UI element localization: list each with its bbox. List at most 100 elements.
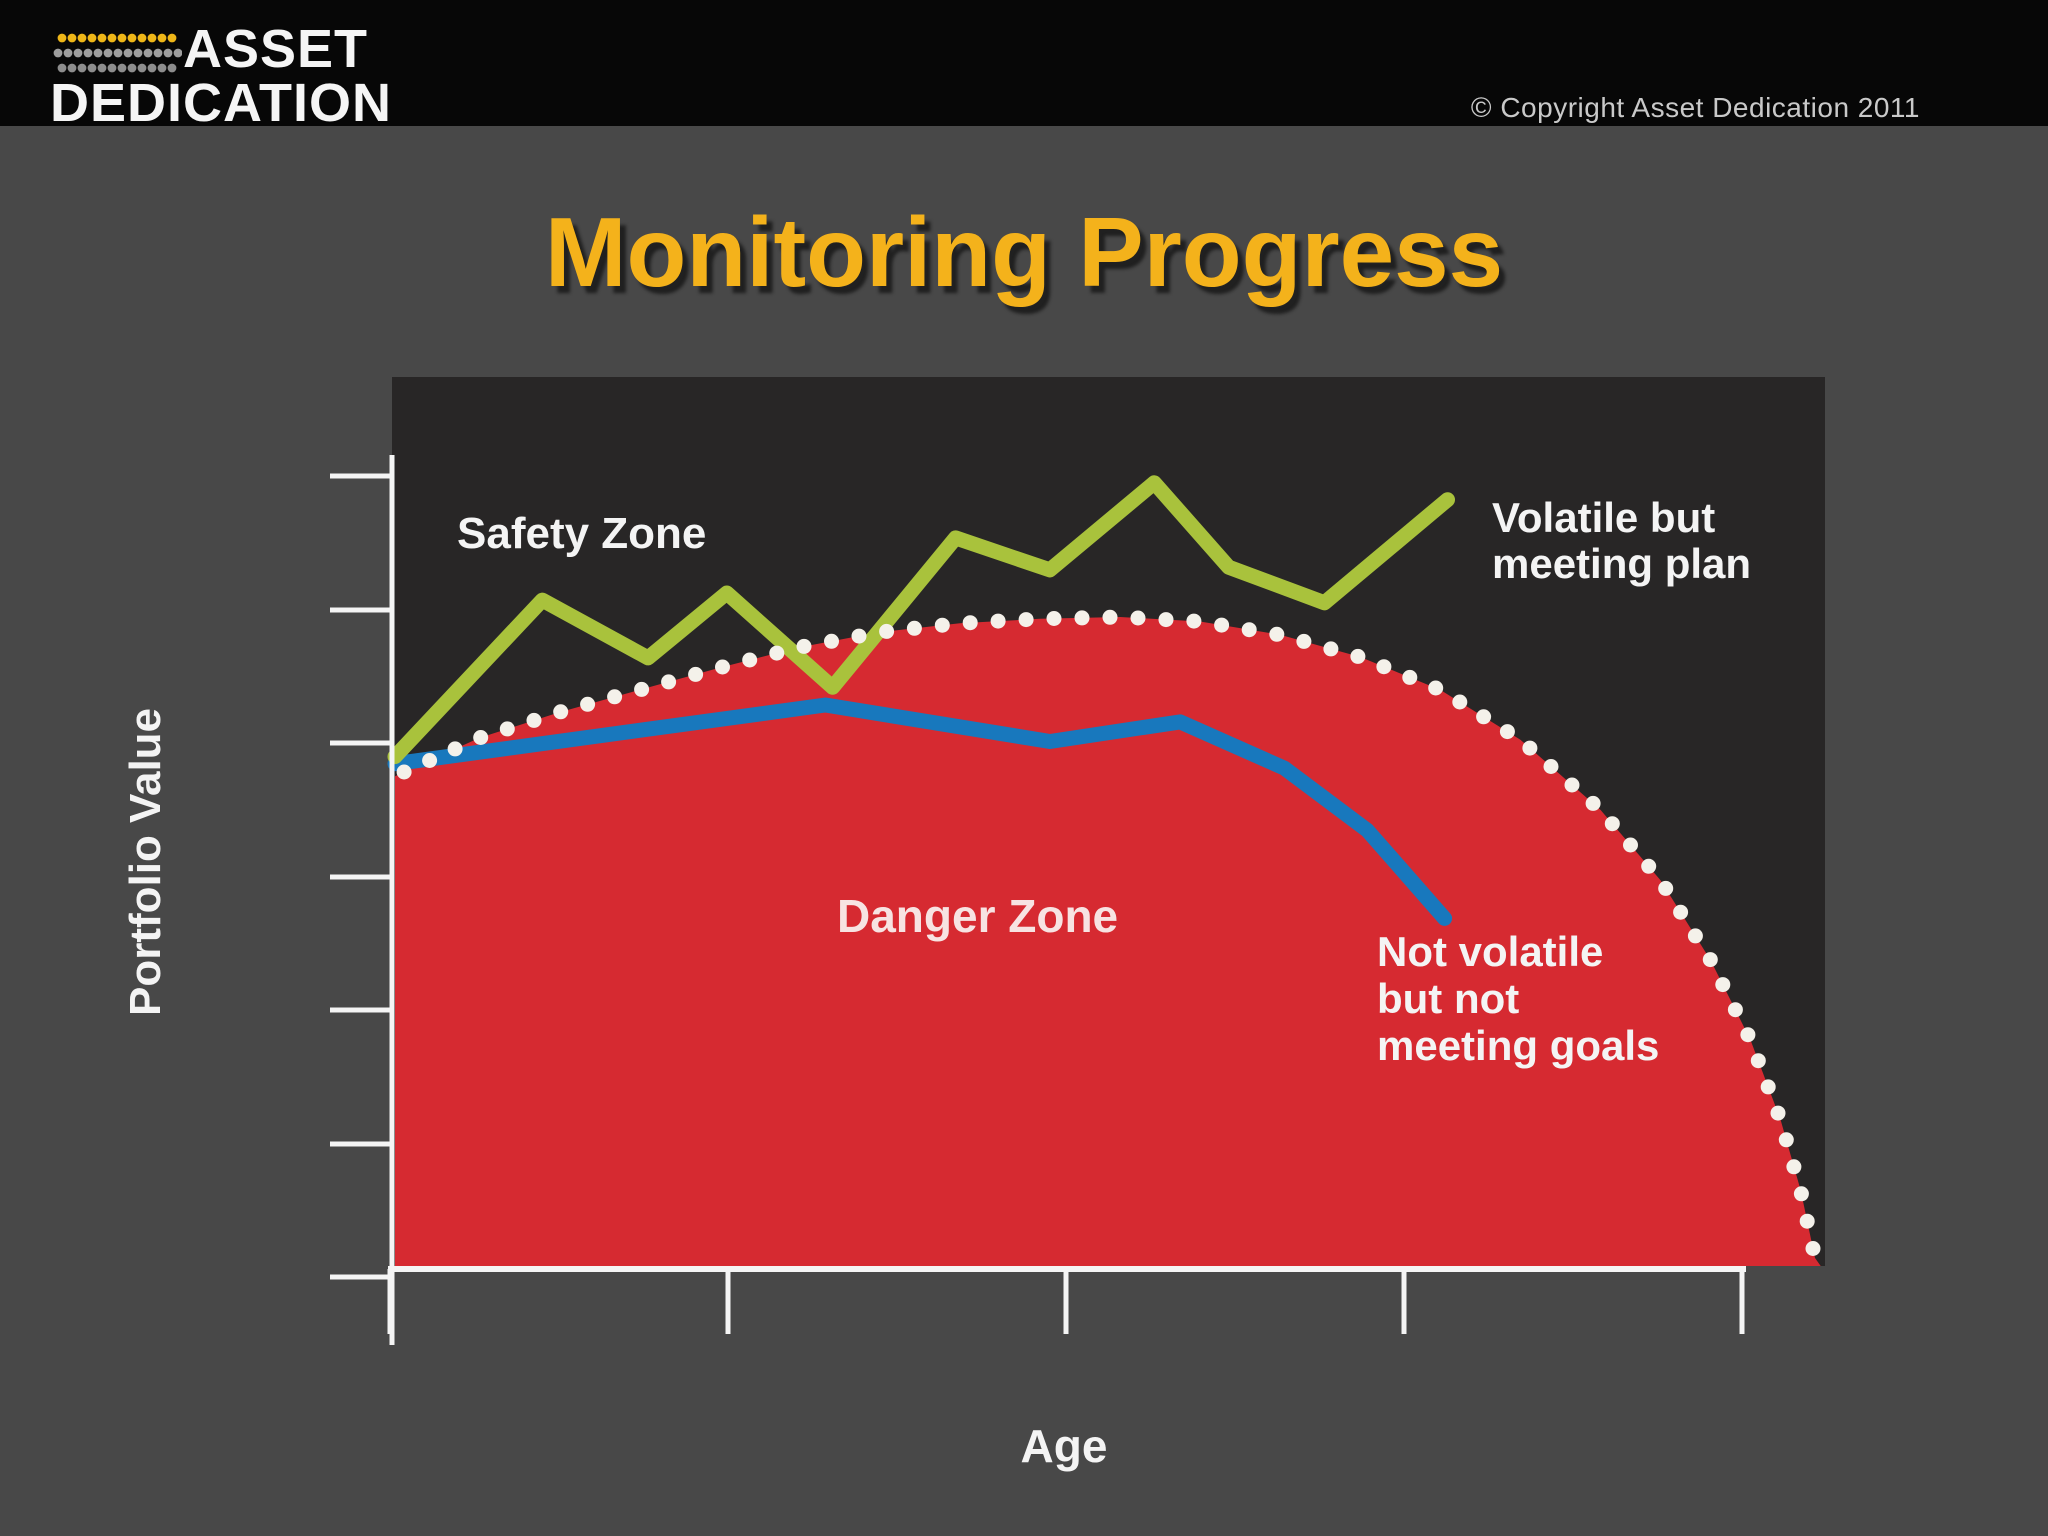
boundary-dot [1186,613,1202,629]
boundary-dot [526,712,542,728]
boundary-dot [661,674,677,690]
logo-dot [137,33,147,43]
boundary-dot [851,628,867,644]
logo-dot [153,48,163,58]
danger-zone-label: Danger Zone [837,890,1118,942]
boundary-dot [1376,659,1392,675]
boundary-dot [1760,1079,1776,1095]
logo-dot [117,63,127,73]
boundary-dot [1269,626,1285,642]
boundary-dot [1658,880,1674,896]
boundary-dot [1604,816,1620,832]
boundary-dot [447,741,463,757]
logo-dot [173,48,182,58]
boundary-dot [990,613,1006,629]
boundary-dot [1476,709,1492,725]
logo-dot [67,63,77,73]
boundary-dot [1799,1213,1815,1229]
boundary-dot [422,753,438,768]
logo-dot [73,48,83,58]
logo-dot [97,33,107,43]
logo-dot [123,48,133,58]
boundary-dot [396,764,412,780]
boundary-dot [1296,633,1312,649]
logo-dot [77,63,87,73]
page-title: Monitoring Progress [544,197,1504,307]
not-volatile-line-label: meeting goals [1377,1022,1659,1069]
boundary-dot [1564,777,1580,793]
logo-dot [63,48,73,58]
boundary-dot [1074,610,1090,626]
boundary-dot [1158,612,1174,628]
boundary-dot [580,696,596,712]
logo-dot [143,48,153,58]
boundary-dot [473,730,489,745]
logo-dot [67,33,77,43]
logo-dot [113,48,123,58]
boundary-dot [553,704,569,720]
logo-dot [103,48,113,58]
logo-dot [147,63,157,73]
boundary-dot [769,645,785,661]
logo-text-asset: ASSET [183,19,369,79]
logo-dot [77,33,87,43]
logo-dots-icon [53,33,182,73]
boundary-dot [1585,795,1601,811]
boundary-dot [906,620,922,636]
boundary-dot [1641,858,1657,874]
boundary-dot [1750,1053,1766,1069]
logo-dot [87,33,97,43]
boundary-dot [824,633,839,649]
x-axis-title: Age [1021,1420,1108,1472]
boundary-dot [1778,1132,1794,1148]
boundary-dot [742,652,758,668]
logo-dot [83,48,93,58]
safety-zone-label: Safety Zone [457,509,706,558]
boundary-dot [1102,609,1118,625]
logo-text-dedication: DEDICATION [50,73,392,133]
boundary-dot [1727,1002,1743,1018]
copyright-text: © Copyright Asset Dedication 2011 [1470,92,1920,123]
logo-dot [107,63,117,73]
logo-dot [127,33,137,43]
volatile-line-label: Volatile but [1492,494,1715,541]
boundary-dot [1452,694,1468,710]
boundary-dot [1499,724,1515,740]
boundary-dot [796,638,812,654]
logo-dot [57,63,67,73]
boundary-dot [1673,904,1689,920]
logo-dot [157,33,167,43]
boundary-dot [1770,1105,1786,1121]
logo-dot [87,63,97,73]
logo-dot [157,63,167,73]
logo-dot [57,33,67,43]
danger-zone-area [395,617,1821,1266]
boundary-dot [1522,740,1538,756]
header-bar: ASSET DEDICATION © Copyright Asset Dedic… [0,0,2048,130]
boundary-dot [1402,669,1418,685]
asset-dedication-logo: ASSET DEDICATION [50,19,391,130]
boundary-dot [1018,612,1034,628]
logo-dot [127,63,137,73]
boundary-dot [879,623,895,639]
logo-dot [147,33,157,43]
boundary-dot [1623,837,1638,853]
logo-dot [93,48,103,58]
boundary-dot [607,689,623,705]
logo-dot [163,48,173,58]
boundary-dot [934,617,950,633]
boundary-dot [1740,1027,1756,1043]
not-volatile-line-label: Not volatile [1377,928,1603,975]
boundary-dot [715,659,730,675]
boundary-dot [1214,617,1230,633]
boundary-dot [1130,610,1146,626]
boundary-dot [1786,1159,1802,1175]
boundary-dot [1241,622,1257,638]
boundary-dot [1702,952,1718,968]
boundary-dot [634,681,650,697]
logo-dot [167,63,177,73]
boundary-dot [1323,641,1339,657]
logo-dot [107,33,117,43]
